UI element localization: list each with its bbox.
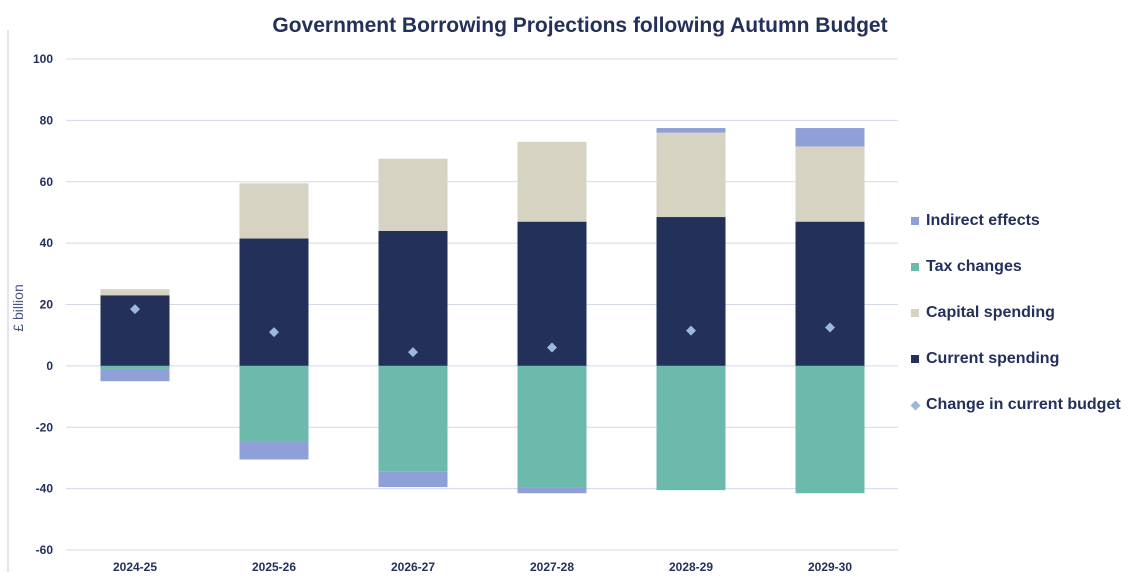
bar-segment-tax-changes <box>517 365 587 488</box>
marker-change-in-current-budget <box>686 325 696 336</box>
x-tick-label: 2028-29 <box>669 560 713 574</box>
x-tick-label: 2027-28 <box>530 560 574 574</box>
gridlines <box>66 58 898 551</box>
bar-segment-indirect-effects <box>656 128 726 133</box>
x-tick-label: 2026-27 <box>391 560 435 574</box>
legend-label: Indirect effects <box>926 212 1040 229</box>
bars <box>100 128 865 494</box>
bar-segment-current-spending <box>517 221 587 366</box>
y-tick-label: 100 <box>33 52 53 66</box>
bar-segment-indirect-effects <box>517 487 587 494</box>
y-axis-label: £ billion <box>10 284 26 331</box>
legend-swatch <box>911 355 919 363</box>
legend-item: Tax changes <box>911 244 1147 290</box>
y-tick-label: 40 <box>40 236 54 250</box>
x-tick-labels: 2024-25 2025-26 2026-27 2027-28 2028-29 2029-… <box>113 560 852 574</box>
legend-item: Indirect effects <box>911 198 1147 244</box>
marker-change-in-current-budget <box>408 347 418 358</box>
legend-swatch <box>910 400 921 410</box>
markers <box>130 304 835 358</box>
y-tick-labels: -60 -40 -20 0 20 40 60 80 100 <box>33 52 53 557</box>
legend-swatch <box>911 217 919 225</box>
y-tick-label: 80 <box>40 113 54 127</box>
legend-label: Current spending <box>926 350 1060 367</box>
bar-segment-tax-changes <box>656 365 726 491</box>
bar-segment-indirect-effects <box>239 441 309 460</box>
y-tick-label: 20 <box>40 298 54 312</box>
legend-swatch <box>911 309 919 317</box>
legend-item: Change in current budget <box>910 382 1147 428</box>
bar-segment-capital-spending <box>795 146 865 222</box>
marker-change-in-current-budget <box>130 304 140 315</box>
x-tick-label: 2025-26 <box>252 560 296 574</box>
bar-segment-indirect-effects <box>378 471 448 488</box>
bar-segment-current-spending <box>239 238 309 366</box>
legend-item: Capital spending <box>911 290 1147 336</box>
bar-segment-tax-changes <box>795 365 865 494</box>
y-tick-label: -60 <box>36 543 54 557</box>
bar-segment-capital-spending <box>378 158 448 231</box>
y-tick-label: -20 <box>36 420 54 434</box>
bar-segment-capital-spending <box>656 132 726 218</box>
y-tick-label: 0 <box>46 359 53 373</box>
bar-segment-indirect-effects <box>100 368 170 382</box>
legend-item: Current spending <box>911 336 1147 382</box>
legend-label: Change in current budget <box>926 396 1121 413</box>
bar-segment-indirect-effects <box>795 128 865 147</box>
x-tick-label: 2029-30 <box>808 560 852 574</box>
bar-segment-tax-changes <box>100 365 170 369</box>
bar-segment-capital-spending <box>100 289 170 296</box>
marker-change-in-current-budget <box>547 342 557 353</box>
legend-label: Capital spending <box>926 304 1055 321</box>
bar-segment-capital-spending <box>239 183 309 239</box>
bar-segment-current-spending <box>656 217 726 366</box>
marker-change-in-current-budget <box>269 327 279 338</box>
chart-title: Government Borrowing Projections followi… <box>272 14 888 37</box>
bar-segment-capital-spending <box>517 141 587 222</box>
y-tick-label: 60 <box>40 175 54 189</box>
legend-label: Tax changes <box>926 258 1022 275</box>
legend-swatch <box>911 263 919 271</box>
marker-change-in-current-budget <box>825 322 835 333</box>
x-tick-label: 2024-25 <box>113 560 157 574</box>
bar-segment-tax-changes <box>239 365 309 442</box>
y-tick-label: -40 <box>36 482 54 496</box>
legend: Indirect effects Tax changes Capital spend… <box>910 198 1147 428</box>
bar-segment-current-spending <box>378 230 448 366</box>
bar-segment-tax-changes <box>378 365 448 472</box>
bar-segment-current-spending <box>795 221 865 366</box>
